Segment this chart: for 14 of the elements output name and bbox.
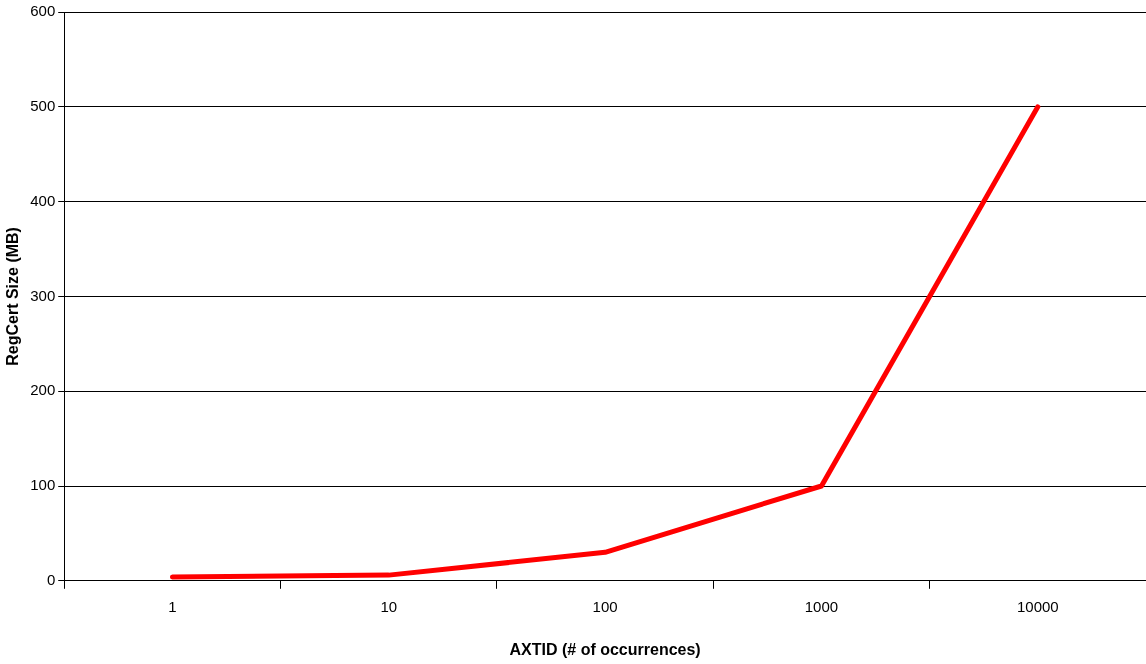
x-axis-title: AXTID (# of occurrences) bbox=[509, 640, 701, 658]
y-tick-label: 500 bbox=[30, 96, 56, 114]
x-tick-label: 10 bbox=[380, 597, 398, 615]
x-tick-label: 1000 bbox=[804, 597, 839, 615]
y-tick-label: 200 bbox=[30, 381, 56, 399]
y-tick-label: 0 bbox=[46, 570, 56, 588]
x-tick-label: 1 bbox=[168, 597, 177, 615]
y-axis-title: RegCert Size (MB) bbox=[4, 227, 22, 366]
y-tick-label: 400 bbox=[30, 191, 56, 209]
y-tick-label: 100 bbox=[30, 476, 56, 494]
y-tick-label: 300 bbox=[30, 286, 56, 304]
y-tick-label: 600 bbox=[30, 2, 56, 20]
x-tick-label: 10000 bbox=[1016, 597, 1059, 615]
x-tick-label: 100 bbox=[592, 597, 618, 615]
